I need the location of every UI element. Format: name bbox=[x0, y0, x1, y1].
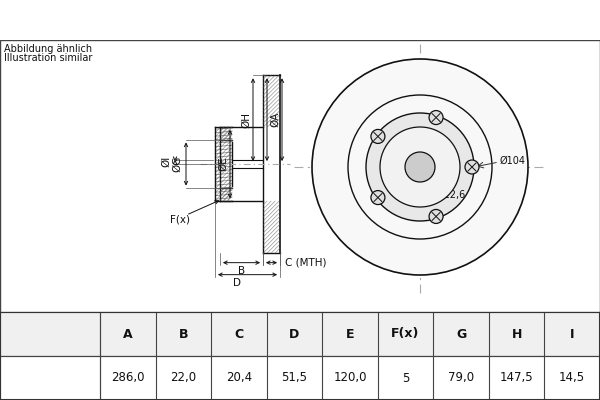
Text: C: C bbox=[235, 328, 244, 340]
Text: B: B bbox=[179, 328, 188, 340]
Text: 14,5: 14,5 bbox=[559, 372, 585, 384]
Text: Ø104: Ø104 bbox=[500, 156, 526, 166]
Circle shape bbox=[465, 160, 479, 174]
Text: 120,0: 120,0 bbox=[333, 372, 367, 384]
Circle shape bbox=[429, 110, 443, 124]
Text: I: I bbox=[570, 328, 574, 340]
Text: Ø104: Ø104 bbox=[424, 153, 450, 163]
Bar bbox=[0, 312, 600, 356]
Text: 20,4: 20,4 bbox=[226, 372, 252, 384]
Text: F(x): F(x) bbox=[170, 214, 190, 224]
Circle shape bbox=[380, 127, 460, 207]
Text: Abbildung ähnlich: Abbildung ähnlich bbox=[4, 44, 92, 54]
Text: D: D bbox=[289, 328, 299, 340]
Text: C (MTH): C (MTH) bbox=[285, 258, 326, 268]
Text: Ø12,6: Ø12,6 bbox=[437, 190, 466, 200]
Circle shape bbox=[312, 59, 528, 275]
Text: 286,0: 286,0 bbox=[111, 372, 145, 384]
Circle shape bbox=[429, 210, 443, 224]
Text: 51,5: 51,5 bbox=[281, 372, 307, 384]
Text: Illustration similar: Illustration similar bbox=[4, 53, 92, 63]
Text: Ate: Ate bbox=[381, 126, 459, 168]
Circle shape bbox=[371, 130, 385, 144]
Text: 79,0: 79,0 bbox=[448, 372, 474, 384]
Text: ØA: ØA bbox=[270, 112, 280, 127]
Text: G: G bbox=[456, 328, 466, 340]
Text: A: A bbox=[123, 328, 133, 340]
Text: ØI: ØI bbox=[161, 156, 171, 167]
Text: ØG: ØG bbox=[172, 156, 182, 172]
Text: 5: 5 bbox=[402, 372, 409, 384]
Circle shape bbox=[366, 113, 474, 221]
Circle shape bbox=[371, 190, 385, 204]
Text: D: D bbox=[233, 278, 241, 288]
Text: E: E bbox=[346, 328, 354, 340]
Text: 422115: 422115 bbox=[406, 10, 494, 30]
Text: 22,0: 22,0 bbox=[170, 372, 196, 384]
Circle shape bbox=[405, 152, 435, 182]
Text: B: B bbox=[238, 266, 245, 276]
Text: ØH: ØH bbox=[241, 112, 251, 128]
Text: 24.0122-0115.1: 24.0122-0115.1 bbox=[178, 10, 362, 30]
Text: ØE: ØE bbox=[218, 157, 228, 171]
Text: H: H bbox=[511, 328, 522, 340]
Text: F(x): F(x) bbox=[391, 328, 420, 340]
Bar bbox=[0, 356, 600, 400]
Text: 147,5: 147,5 bbox=[500, 372, 533, 384]
